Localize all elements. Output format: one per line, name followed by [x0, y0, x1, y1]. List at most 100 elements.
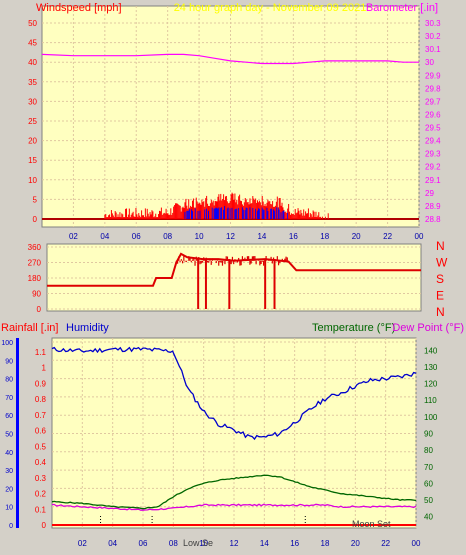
panel2-left-tick: 360 — [28, 243, 42, 252]
temperature-tick: 110 — [424, 396, 437, 405]
humidity-tick: 60 — [5, 413, 13, 420]
temperature-tick: 50 — [424, 496, 433, 505]
panel1-right-tick: 29.8 — [425, 84, 441, 93]
panel1-x-tick: 06 — [132, 232, 141, 241]
temperature-tick: 80 — [424, 446, 433, 455]
chart-title: 24 hour graph day - November 09 2021 — [174, 2, 367, 14]
panel1-right-tick: 29.6 — [425, 110, 441, 119]
rain-tick: 0.9 — [35, 379, 47, 388]
panel1-right-tick: 29.5 — [425, 124, 441, 133]
panel3-x-tick: 02 — [78, 539, 87, 548]
humidity-line — [51, 346, 417, 441]
panel1-x-tick: 04 — [100, 232, 109, 241]
panel1-left-tick: 15 — [28, 156, 37, 165]
panel1-left-tick: 50 — [28, 19, 37, 28]
panel1-left-tick: 45 — [28, 39, 37, 48]
temperature-tick: 140 — [424, 346, 438, 355]
moon-set-marker-label: Moon Set — [352, 519, 391, 529]
panel1-series — [41, 53, 419, 220]
panel1-right-tick: 30 — [425, 58, 434, 67]
rain-tick: 0.8 — [35, 395, 47, 404]
barometer-line — [41, 53, 419, 65]
panel3-x-tick: 20 — [351, 539, 360, 548]
temperature-label: Temperature (°F) — [312, 322, 395, 334]
panel2-left-tick: 270 — [28, 259, 42, 268]
panel1-right-label: Barometer [.in] — [366, 2, 438, 14]
dew-point-line — [52, 503, 417, 511]
humidity-tick: 80 — [5, 377, 13, 384]
panel1-x-tick: 10 — [195, 232, 204, 241]
compass-letter: S — [436, 272, 444, 286]
rain-tick: 0.4 — [35, 458, 47, 467]
panel1-left-tick: 20 — [28, 137, 37, 146]
rain-tick: 1 — [42, 364, 47, 373]
humidity-tick: 100 — [1, 340, 13, 347]
panel1-left-label: Windspeed [mph] — [36, 2, 122, 14]
humidity-tick: 50 — [5, 432, 13, 439]
compass-letter: N — [436, 239, 445, 253]
humidity-tick: 30 — [5, 468, 13, 475]
panel3-x-tick: 06 — [139, 539, 148, 548]
panel1-left-tick: 35 — [28, 78, 37, 87]
panel1-right-tick: 29.1 — [425, 176, 441, 185]
panel1-left-tick: 30 — [28, 97, 37, 106]
panel1-right-tick: 28.9 — [425, 202, 441, 211]
panel3-x-axis: 02 04 06 08 10 12 14 16 18 20 22 00 — [78, 539, 421, 548]
panel3-temperature-axis: 40 50 60 70 80 90 100 110 120 130 140 — [424, 346, 438, 521]
panel2-left-tick: 180 — [28, 274, 42, 283]
panel1-x-tick: 08 — [163, 232, 172, 241]
panel1-right-tick: 29.2 — [425, 163, 441, 172]
rain-tick: 0.1 — [35, 505, 47, 514]
panel3-x-tick: 04 — [108, 539, 117, 548]
temperature-line — [51, 474, 417, 510]
panel1-x-tick: 18 — [320, 232, 329, 241]
panel1-left-tick: 10 — [28, 176, 37, 185]
panel1-right-tick: 28.8 — [425, 215, 441, 224]
panel1-right-tick: 29.3 — [425, 150, 441, 159]
panel1-left-tick: 25 — [28, 117, 37, 126]
humidity-tick: 0 — [9, 523, 13, 530]
panel1-right-tick: 29.7 — [425, 97, 441, 106]
dew-point-label: Dew Point (°F) — [392, 322, 464, 334]
humidity-tick: 70 — [5, 395, 13, 402]
temperature-tick: 130 — [424, 363, 438, 372]
rain-tick: 0.3 — [35, 474, 47, 483]
panel1-left-tick: 40 — [28, 58, 37, 67]
temperature-tick: 100 — [424, 413, 438, 422]
panel3-rain-axis: 0 0.1 0.2 0.3 0.4 0.5 0.6 0.7 0.8 0.9 1 1.1 — [35, 348, 47, 530]
panel1-x-tick: 16 — [289, 232, 298, 241]
low-set-marker-label: Low Se — [183, 538, 213, 548]
temperature-tick: 90 — [424, 430, 433, 439]
panel3-x-tick: 16 — [290, 539, 299, 548]
rain-tick: 0.5 — [35, 442, 47, 451]
panel1-right-tick: 30.2 — [425, 32, 441, 41]
panel2-left-axis: 0 90 180 270 360 — [28, 243, 42, 314]
panel1-x-tick: 00 — [415, 232, 424, 241]
panel1-right-axis: 28.8 28.9 29 29.1 29.2 29.3 29.4 29.5 29.6 29.7 29… — [425, 19, 441, 224]
rain-tick: 0.6 — [35, 427, 47, 436]
panel1-x-axis: 02 04 06 08 10 12 14 16 18 20 22 00 — [69, 232, 424, 241]
panel2-left-tick: 0 — [37, 305, 42, 314]
panel1-x-tick: 20 — [352, 232, 361, 241]
rain-tick: 0 — [42, 521, 47, 530]
panel3-x-tick: 14 — [260, 539, 269, 548]
panel3-x-tick: 12 — [230, 539, 239, 548]
humidity-tick: 40 — [5, 450, 13, 457]
panel3-x-tick: 22 — [381, 539, 390, 548]
temperature-tick: 40 — [424, 513, 433, 522]
panel1-left-axis: 0 5 10 15 20 25 30 35 40 45 50 — [28, 19, 37, 224]
rain-tick: 0.7 — [35, 411, 47, 420]
humidity-tick: 90 — [5, 358, 13, 365]
compass-letter: N — [436, 305, 445, 319]
panel1-right-tick: 29.9 — [425, 71, 441, 80]
panel3-grid — [52, 338, 417, 528]
panel1-right-tick: 30.1 — [425, 45, 441, 54]
panel1-right-tick: 30.3 — [425, 19, 441, 28]
rain-tick: 1.1 — [35, 348, 47, 357]
panel1-left-tick: 5 — [33, 195, 38, 204]
panel3-x-tick: 00 — [412, 539, 421, 548]
rain-axis-bar — [16, 338, 19, 528]
humidity-tick: 10 — [5, 505, 13, 512]
